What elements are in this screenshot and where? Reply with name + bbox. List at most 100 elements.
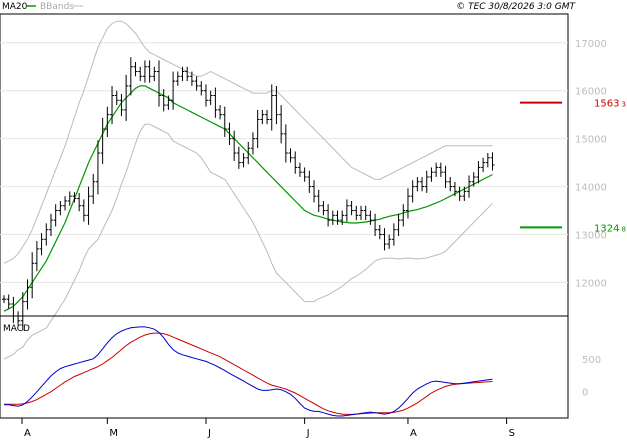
- price-tick-label: 14000: [575, 183, 607, 194]
- ohlc-bar: [241, 153, 246, 168]
- ohlc-bar: [358, 205, 363, 221]
- price-y-axis: 12000 13000 14000 15000 16000 17000: [575, 39, 607, 290]
- ohlc-bar: [429, 167, 434, 182]
- ohlc-bar: [344, 199, 349, 222]
- ohlc-bar: [53, 204, 58, 227]
- bollinger-bands: [3, 20, 493, 360]
- ohlc-bar: [434, 162, 439, 177]
- ohlc-bar: [283, 124, 288, 163]
- ohlc-bar: [269, 84, 274, 131]
- legend-bbands: BBands: [40, 2, 74, 12]
- ohlc-bar: [260, 109, 265, 125]
- macd-label: MACD: [3, 324, 30, 334]
- price-tick-label: 16000: [575, 87, 607, 98]
- ohlc-bar: [326, 204, 331, 227]
- ohlc-bar: [382, 228, 387, 251]
- month-label: A: [410, 428, 417, 439]
- price-grid: [0, 42, 568, 283]
- price-tick-label: 17000: [575, 39, 607, 50]
- ohlc-bar: [171, 71, 176, 110]
- ohlc-bar: [236, 146, 241, 169]
- ohlc-bar: [48, 213, 53, 237]
- ohlc-bar: [194, 76, 199, 91]
- ohlc-bar: [274, 86, 279, 125]
- ohlc-bar: [312, 180, 317, 203]
- ohlc-bar: [490, 152, 495, 171]
- price-tick-label: 13000: [575, 231, 607, 242]
- timestamp: © TEC 30/8/2026 3:0 GMT: [456, 2, 576, 12]
- ohlc-bar: [297, 162, 302, 177]
- ohlc-bar: [105, 106, 110, 137]
- ohlc-bar: [100, 117, 105, 165]
- ohlc-bar: [349, 201, 354, 216]
- ohlc-bar: [189, 71, 194, 86]
- ohlc-bar: [363, 205, 368, 221]
- month-label: M: [109, 428, 118, 439]
- macd-tick-label: 500: [582, 355, 601, 366]
- ohlc-bar: [58, 201, 63, 216]
- ohlc-bar: [67, 191, 72, 206]
- ohlc-bar: [185, 66, 190, 82]
- price-tick-label: 15000: [575, 135, 607, 146]
- ohlc-bar: [72, 192, 77, 203]
- ohlc-bar: [119, 93, 124, 117]
- ohlc-bar: [354, 205, 359, 221]
- ohlc-bar: [142, 60, 147, 83]
- ohlc-bar: [288, 148, 293, 163]
- ohlc-bar: [255, 109, 260, 149]
- month-label: A: [24, 428, 31, 439]
- ohlc-bar: [180, 66, 185, 82]
- ohlc-bar: [232, 130, 237, 161]
- price-level-label: 1324 8: [594, 223, 626, 234]
- price-level-label: 1563 3: [594, 99, 626, 110]
- ohlc-bar: [448, 177, 453, 192]
- ohlc-bar: [152, 66, 157, 82]
- ohlc-bar: [462, 186, 467, 201]
- ohlc-bar: [457, 186, 462, 201]
- ohlc-bar: [2, 295, 6, 304]
- ohlc-bar: [11, 296, 16, 324]
- ohlc-bar: [401, 204, 406, 227]
- ohlc-bar: [467, 175, 472, 198]
- bb-lower-line: [3, 123, 493, 360]
- ohlc-bar: [77, 193, 82, 212]
- ohlc-bar: [161, 89, 166, 112]
- ohlc-bar: [44, 223, 49, 246]
- ohlc-bar: [218, 105, 223, 120]
- ohlc-bar: [481, 157, 486, 173]
- ohlc-bar: [438, 162, 443, 177]
- ohlc-bar: [335, 210, 340, 225]
- ohlc-bar: [246, 141, 251, 165]
- ohlc-bar: [39, 232, 44, 256]
- macd-y-axis: 0 500: [582, 355, 601, 399]
- ohlc-bar: [410, 180, 415, 203]
- ohlc-bar: [265, 109, 270, 125]
- price-panel: 12000 13000 14000 15000 16000 17000 1563 3 1324…: [0, 13, 626, 360]
- ohlc-bar: [199, 81, 204, 96]
- ohlc-bar: [166, 95, 171, 110]
- ohlc-bar: [222, 106, 227, 137]
- legend: MA20 BBands: [2, 2, 83, 12]
- ohlc-bar: [128, 57, 133, 96]
- ohlc-bar: [95, 140, 100, 195]
- macd-panel-frame: [0, 315, 569, 419]
- month-label: J: [306, 428, 310, 439]
- ohlc-bar: [203, 84, 208, 107]
- ohlc-bar: [368, 210, 373, 225]
- ohlc-bar: [133, 61, 138, 77]
- ohlc-bar: [63, 196, 68, 211]
- ohlc-bar: [307, 170, 312, 193]
- ohlc-bar: [250, 132, 255, 155]
- ohlc-bar: [20, 292, 25, 331]
- ohlc-bar: [471, 172, 476, 187]
- macd-line: [4, 326, 493, 417]
- ohlc-bar: [316, 189, 321, 213]
- ohlc-bar: [175, 71, 180, 86]
- ohlc-bar: [114, 90, 119, 106]
- ohlc-bar: [293, 151, 298, 174]
- ohlc-bar: [227, 122, 232, 145]
- ohlc-bar: [476, 161, 481, 184]
- ohlc-bar: [147, 60, 152, 83]
